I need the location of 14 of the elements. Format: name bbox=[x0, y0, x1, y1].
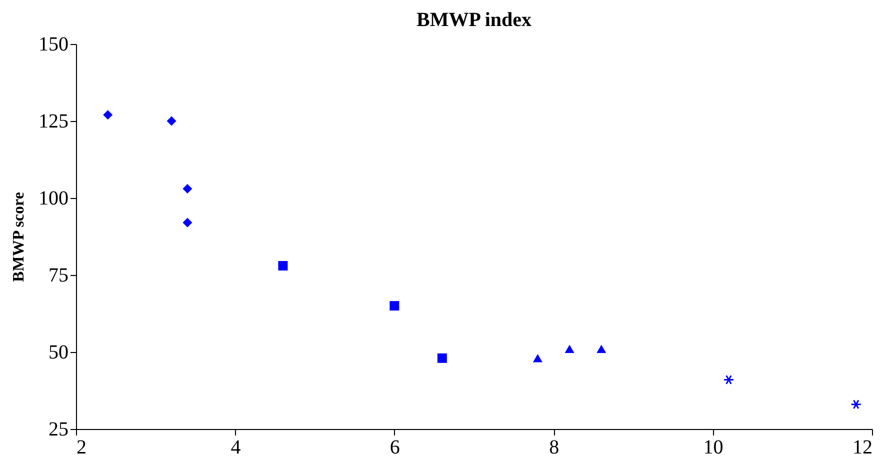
x-tick-label: 4 bbox=[230, 436, 241, 458]
x-tick-label: 8 bbox=[549, 436, 560, 458]
y-axis-title: BMWP score bbox=[10, 192, 28, 282]
y-tick-label: 75 bbox=[48, 264, 68, 286]
x-tick-label: 12 bbox=[852, 436, 872, 458]
y-tick-label: 50 bbox=[48, 342, 68, 364]
y-tick-label: 150 bbox=[38, 34, 68, 56]
x-tick-label: 10 bbox=[703, 436, 724, 458]
chart-title: BMWP index bbox=[416, 9, 532, 31]
x-tick-label: 6 bbox=[390, 436, 400, 458]
y-tick-label: 100 bbox=[38, 188, 68, 210]
y-tick-label: 25 bbox=[48, 418, 68, 440]
y-tick-label: 125 bbox=[38, 110, 68, 132]
x-tick-label: 2 bbox=[76, 436, 86, 458]
